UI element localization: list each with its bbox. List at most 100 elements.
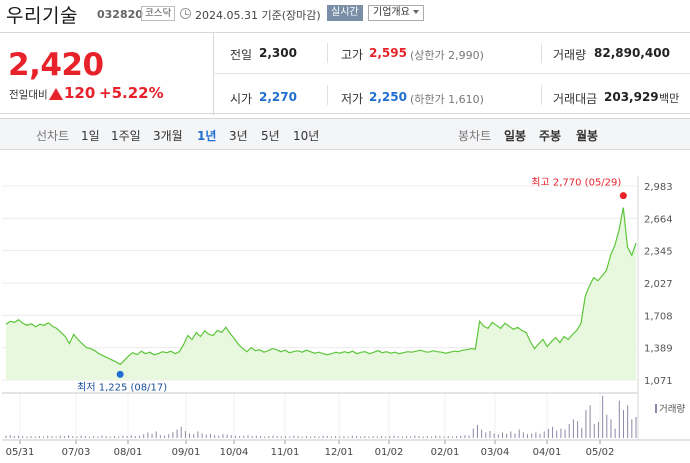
y-tick-label: 2,345 [644, 247, 673, 258]
stock-code: 032820 [97, 8, 143, 21]
volume-bar [330, 436, 332, 438]
tab-monthly-candle[interactable]: 월봉 [576, 129, 599, 143]
low-value: 2,250 [369, 90, 407, 104]
tab-1d[interactable]: 1일 [81, 129, 100, 143]
volume-bar [339, 436, 341, 438]
volume-bar [426, 436, 428, 438]
open-value: 2,270 [259, 90, 297, 104]
volume-bar [168, 434, 170, 438]
volume-bar [572, 419, 574, 438]
up-triangle-icon [49, 88, 63, 100]
volume-bar [401, 436, 403, 438]
tab-10y[interactable]: 10년 [293, 129, 320, 143]
open-label: 시가 [230, 92, 253, 106]
volume-bar [193, 434, 195, 438]
volume-bar [393, 435, 395, 438]
volume-bar [618, 400, 620, 438]
volume-bar [389, 436, 391, 438]
volume-bar [385, 436, 387, 438]
as-of-date: 2024.05.31 기준(장마감) [195, 9, 321, 22]
tab-3m[interactable]: 3개월 [153, 129, 183, 143]
upper-limit: (상한가 2,990) [410, 49, 484, 62]
divider [327, 85, 328, 105]
volume-bar [176, 429, 178, 438]
volume-bar [55, 436, 57, 438]
high-value: 2,595 [369, 46, 407, 60]
change-label: 전일대비 [9, 89, 48, 101]
volume-bar [597, 421, 599, 438]
tab-daily-candle[interactable]: 일봉 [504, 129, 527, 143]
volume-bar [447, 436, 449, 438]
volume-bar [451, 436, 453, 438]
x-tick-label: 11/01 [271, 447, 300, 458]
volume-bar [368, 436, 370, 438]
candle-chart-label: 봉차트 [458, 129, 492, 143]
volume-bar [543, 431, 545, 438]
volume-bar [143, 434, 145, 438]
volume-bar [18, 435, 20, 438]
volume-bar [493, 433, 495, 438]
volume-bar [289, 436, 291, 438]
prev-close-label: 전일 [230, 48, 253, 62]
clock-icon [180, 8, 191, 19]
volume-bar [522, 432, 524, 438]
price-area [6, 207, 636, 380]
volume-bar [577, 421, 579, 438]
volume-bar [443, 436, 445, 438]
amount-unit: 백만 [659, 92, 680, 105]
volume-bar [285, 436, 287, 438]
volume-bar [276, 436, 278, 438]
volume-bar [439, 436, 441, 438]
volume-bar [205, 434, 207, 438]
volume-bar [547, 428, 549, 438]
volume-bar [9, 435, 11, 438]
tab-3y[interactable]: 3년 [229, 129, 248, 143]
volume-bar [318, 436, 320, 438]
volume-bar [209, 433, 211, 438]
volume-bar [564, 429, 566, 438]
lower-limit: (하한가 1,610) [410, 93, 484, 106]
volume-bar [397, 436, 399, 438]
volume-bar [251, 436, 253, 438]
tab-weekly-candle[interactable]: 주봉 [539, 129, 562, 143]
price-chart: 최고 2,770 (05/29) 최저 1,225 (08/17) 2,983 2,… [0, 150, 690, 463]
volume-bar [264, 436, 266, 438]
tab-5y[interactable]: 5년 [261, 129, 280, 143]
volume-bar [418, 436, 420, 438]
volume-bar [184, 431, 186, 438]
company-info-dropdown[interactable]: 기업개요 [368, 5, 424, 21]
volume-bar [510, 431, 512, 438]
tab-1y[interactable]: 1년 [197, 129, 217, 143]
volume-bar [435, 435, 437, 438]
volume-bar [335, 436, 337, 438]
divider [541, 85, 542, 105]
amount-value: 203,929 [604, 90, 659, 104]
volume-value: 82,890,400 [594, 46, 670, 60]
volume-bar [93, 436, 95, 438]
volume-bar [113, 436, 115, 438]
volume-bar [30, 436, 32, 438]
volume-bar [314, 436, 316, 438]
x-tick-label: 12/01 [325, 447, 354, 458]
divider [213, 33, 214, 115]
volume-bar [627, 405, 629, 438]
divider [213, 73, 690, 74]
volume-bar [155, 431, 157, 438]
realtime-button[interactable]: 실시간 [327, 5, 363, 21]
title-bar: 우리기술 032820 코스닥 2024.05.31 기준(장마감) 실시간 기… [0, 0, 690, 28]
volume-bar [460, 435, 462, 438]
tab-1w[interactable]: 1주일 [111, 129, 141, 143]
high-marker [619, 192, 627, 200]
volume-bar [239, 436, 241, 438]
volume-bar [63, 436, 65, 438]
volume-bar [602, 396, 604, 438]
volume-bar [68, 435, 70, 438]
x-tick-label: 10/04 [220, 447, 249, 458]
volume-bar [297, 436, 299, 438]
volume-bar [593, 424, 595, 438]
volume-bar [293, 435, 295, 438]
volume-bar [105, 436, 107, 438]
x-tick-label: 03/04 [481, 447, 510, 458]
volume-bar [422, 436, 424, 438]
price-chart-svg: 최고 2,770 (05/29) 최저 1,225 (08/17) 2,983 2,… [2, 176, 690, 458]
